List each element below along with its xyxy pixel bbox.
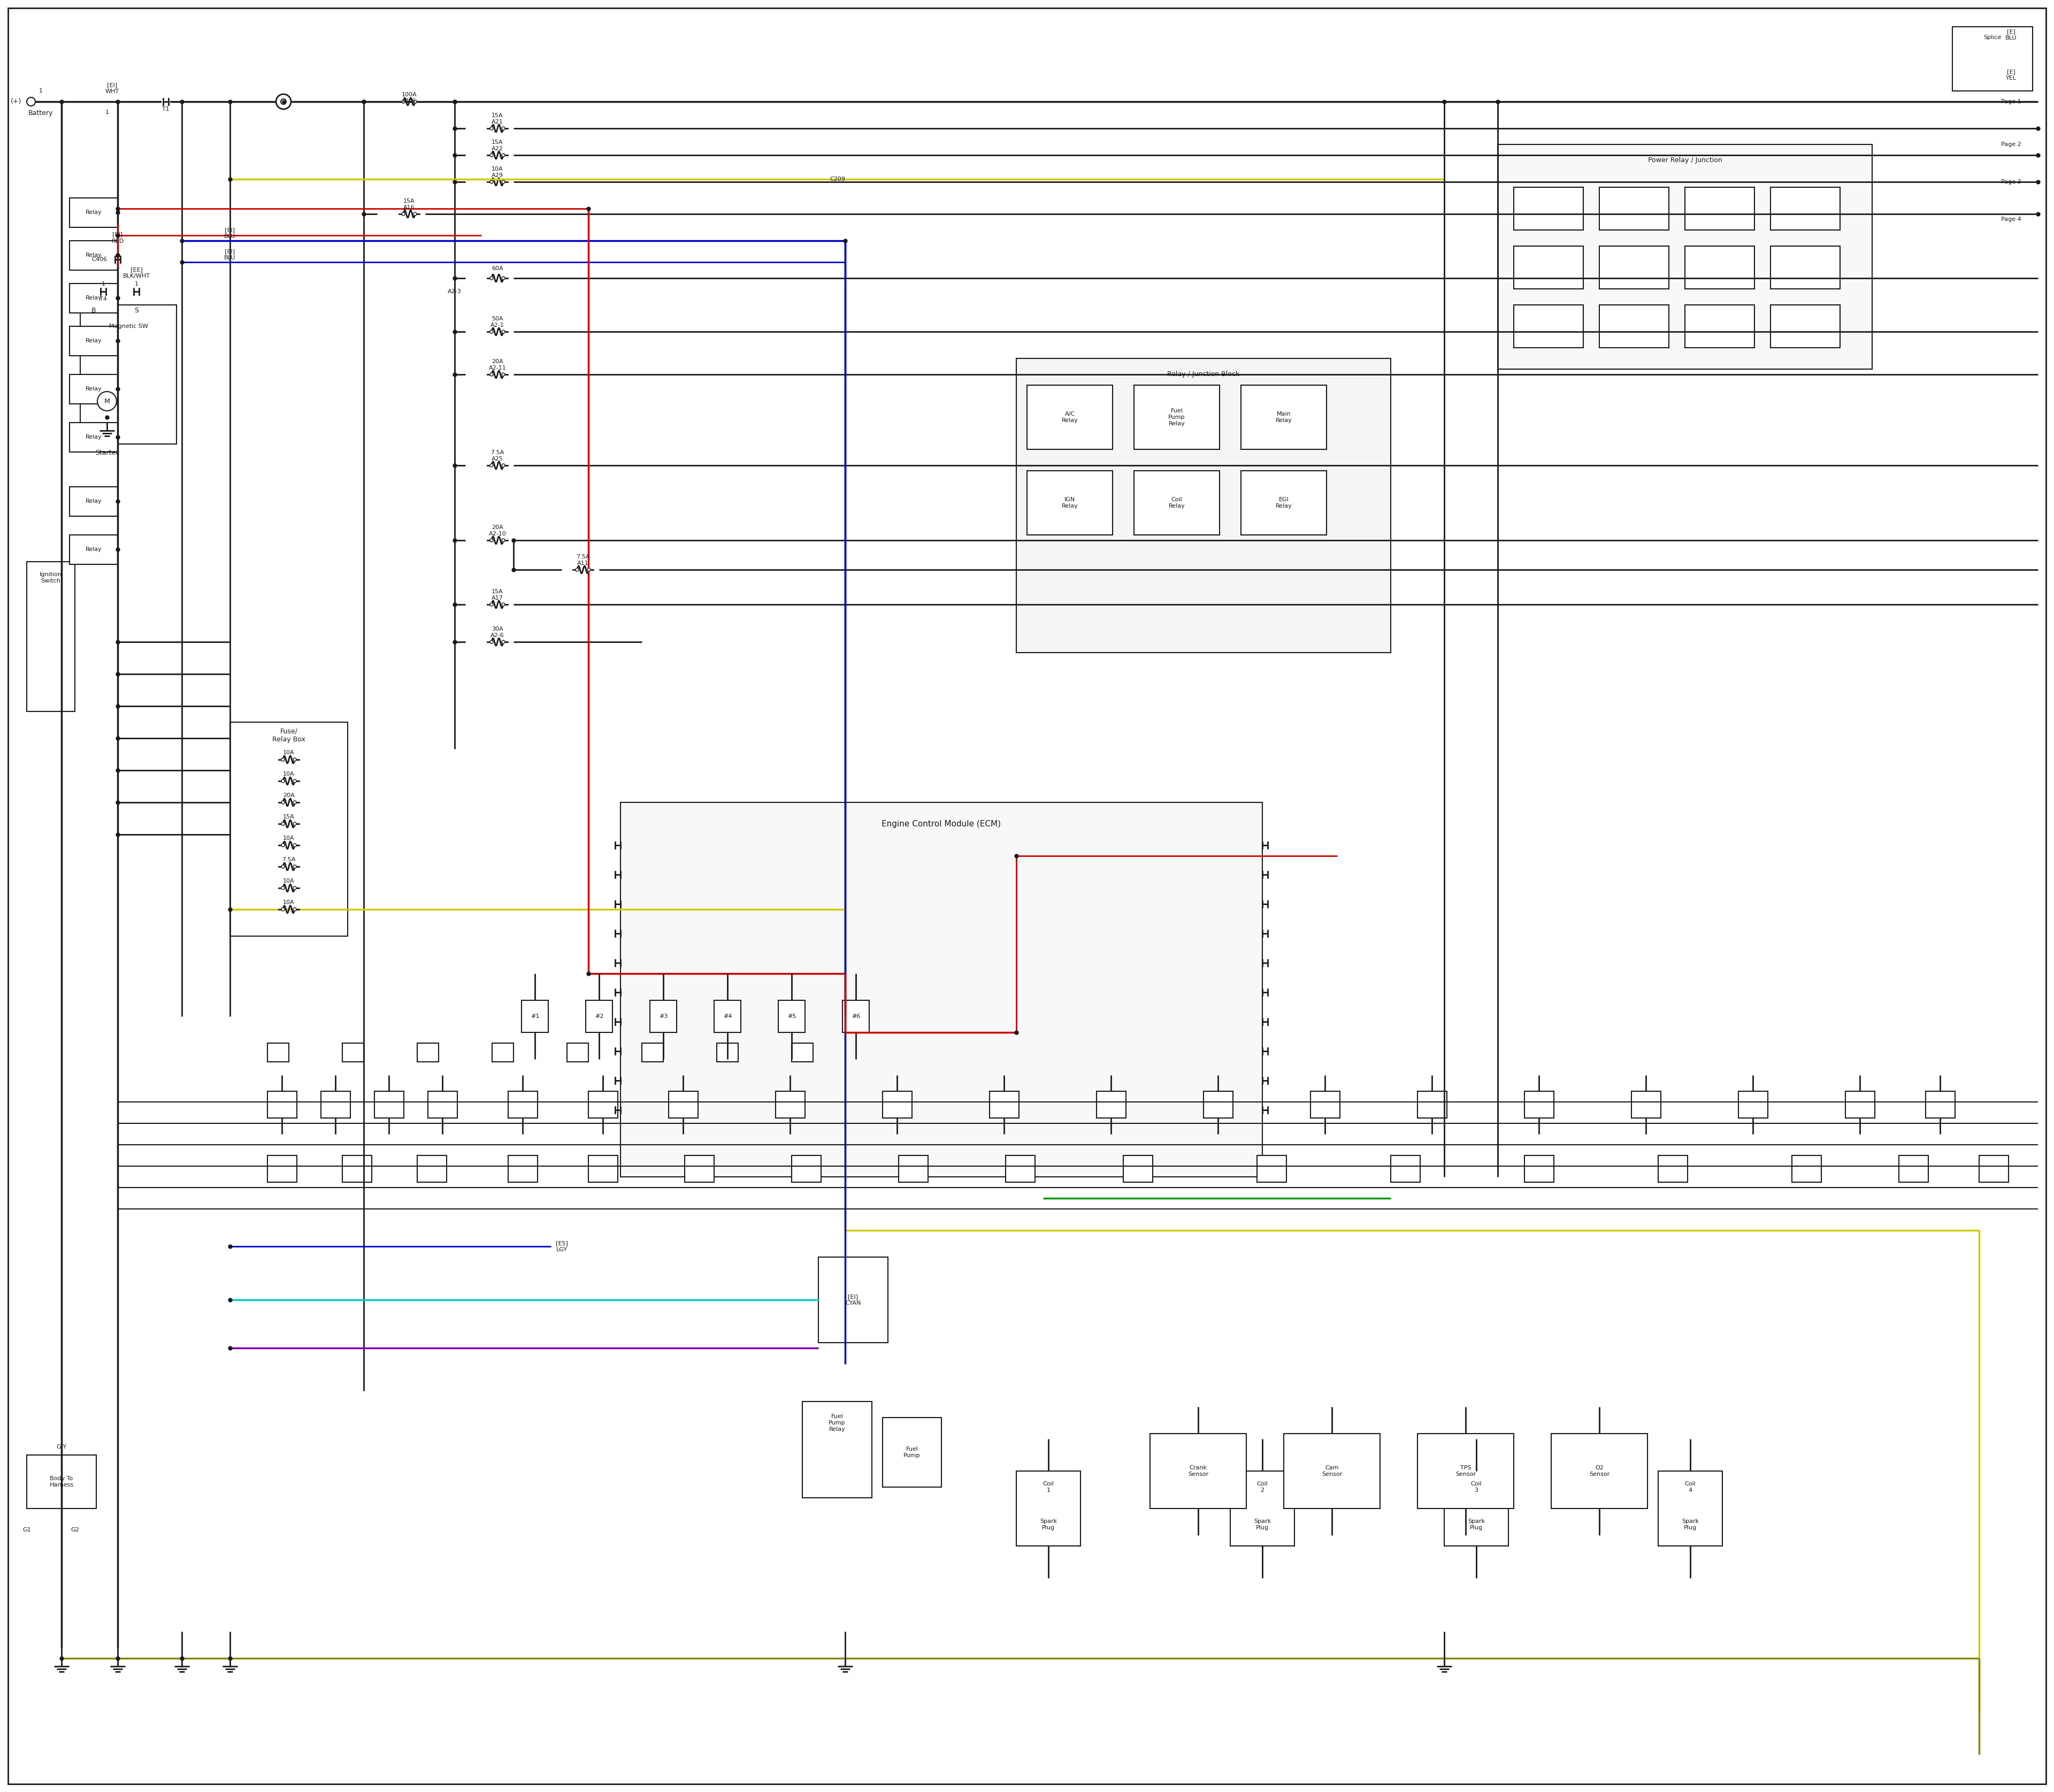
Bar	[587, 1156, 618, 1183]
Bar	[791, 1156, 822, 1183]
Bar	[493, 1043, 514, 1063]
Text: #3: #3	[659, 1014, 668, 1020]
Circle shape	[294, 887, 296, 889]
Text: #5: #5	[787, 1014, 797, 1020]
Bar	[567, 1043, 587, 1063]
Bar	[1124, 1156, 1152, 1183]
Text: 100A
A1-6: 100A A1-6	[401, 91, 417, 104]
Text: Spark
Plug: Spark Plug	[1469, 1520, 1485, 1530]
Bar	[70, 423, 117, 452]
Bar	[776, 1091, 805, 1118]
Text: Page 2: Page 2	[2001, 142, 2021, 147]
Bar	[1230, 1471, 1294, 1546]
Circle shape	[294, 801, 296, 805]
Bar	[1600, 246, 1668, 289]
Bar	[803, 1401, 871, 1498]
Bar	[715, 1000, 741, 1032]
Text: C209: C209	[830, 177, 844, 181]
Text: Magnetic SW: Magnetic SW	[109, 324, 148, 330]
Text: 7.5A: 7.5A	[281, 857, 296, 862]
Bar	[70, 375, 117, 403]
Text: Body To
Harness: Body To Harness	[49, 1477, 74, 1487]
Bar	[1017, 1471, 1080, 1546]
Bar	[1980, 1156, 2009, 1183]
Circle shape	[501, 464, 505, 468]
Text: Coil
Relay: Coil Relay	[1169, 496, 1185, 509]
Bar	[1658, 1156, 1688, 1183]
Text: Relay: Relay	[86, 547, 103, 552]
Bar	[427, 1091, 458, 1118]
Bar	[1027, 385, 1113, 450]
Circle shape	[97, 392, 117, 410]
Bar	[1257, 1156, 1286, 1183]
Text: 20A: 20A	[283, 792, 294, 797]
Text: 10A: 10A	[283, 835, 294, 840]
Bar	[320, 1091, 351, 1118]
Circle shape	[281, 909, 286, 910]
Bar	[990, 1091, 1019, 1118]
Bar	[1524, 1091, 1555, 1118]
Circle shape	[501, 181, 505, 183]
Bar	[1241, 385, 1327, 450]
Bar	[1514, 305, 1584, 348]
Bar	[1417, 1091, 1446, 1118]
Bar	[417, 1156, 446, 1183]
Text: Relay: Relay	[86, 253, 103, 258]
Bar	[267, 1156, 298, 1183]
Bar	[1241, 471, 1327, 536]
Text: [EJ]
RED: [EJ] RED	[111, 233, 123, 244]
Bar	[1006, 1156, 1035, 1183]
Text: Spark
Plug: Spark Plug	[1682, 1520, 1699, 1530]
Text: 15A
A21: 15A A21	[491, 113, 503, 124]
Text: [EI]
CYAN: [EI] CYAN	[846, 1294, 861, 1306]
Bar	[1738, 1091, 1768, 1118]
Text: T4: T4	[99, 296, 107, 301]
Bar	[343, 1156, 372, 1183]
Circle shape	[501, 373, 505, 376]
Text: Cam
Sensor: Cam Sensor	[1321, 1466, 1341, 1477]
Bar	[1658, 1471, 1723, 1546]
Circle shape	[501, 640, 505, 643]
Text: Spark
Plug: Spark Plug	[1039, 1520, 1058, 1530]
Text: Page 3: Page 3	[2001, 179, 2021, 185]
Bar	[1600, 305, 1668, 348]
Text: Spark
Plug: Spark Plug	[1253, 1520, 1271, 1530]
Circle shape	[281, 823, 286, 826]
Circle shape	[501, 602, 505, 606]
Circle shape	[501, 539, 505, 541]
Bar	[230, 722, 347, 935]
Bar	[507, 1156, 538, 1183]
Text: 15A
A22: 15A A22	[491, 140, 503, 151]
Circle shape	[403, 100, 405, 104]
Circle shape	[491, 127, 493, 131]
Text: G1: G1	[23, 1527, 31, 1532]
Circle shape	[281, 887, 286, 889]
Bar	[267, 1091, 298, 1118]
Circle shape	[491, 602, 493, 606]
Text: 20A
A2-11: 20A A2-11	[489, 358, 505, 371]
Circle shape	[281, 780, 286, 783]
Circle shape	[413, 100, 417, 104]
Text: 30A
A2-6: 30A A2-6	[491, 627, 505, 638]
Text: 10A: 10A	[283, 878, 294, 883]
Bar	[1684, 186, 1754, 229]
Text: 7.5A
A11: 7.5A A11	[577, 554, 589, 566]
Bar	[641, 1043, 663, 1063]
Text: Ignition
Switch: Ignition Switch	[39, 572, 62, 584]
Text: [E]
BLU: [E] BLU	[2005, 29, 2017, 41]
Text: S: S	[134, 306, 138, 314]
Bar	[70, 536, 117, 564]
Bar	[1497, 145, 1871, 369]
Text: [E5]
LGY: [E5] LGY	[555, 1240, 567, 1253]
Bar	[70, 326, 117, 357]
Text: Battery: Battery	[29, 109, 53, 116]
Text: Fuse/
Relay Box: Fuse/ Relay Box	[273, 728, 306, 744]
Bar	[1953, 27, 2033, 91]
Text: Fuel
Pump
Relay: Fuel Pump Relay	[828, 1414, 846, 1432]
Bar	[1391, 1156, 1419, 1183]
Bar	[1284, 1434, 1380, 1509]
Bar	[417, 1043, 440, 1063]
Bar	[670, 1091, 698, 1118]
Text: [EI]
BLU: [EI] BLU	[224, 249, 236, 260]
Text: B: B	[90, 306, 97, 314]
